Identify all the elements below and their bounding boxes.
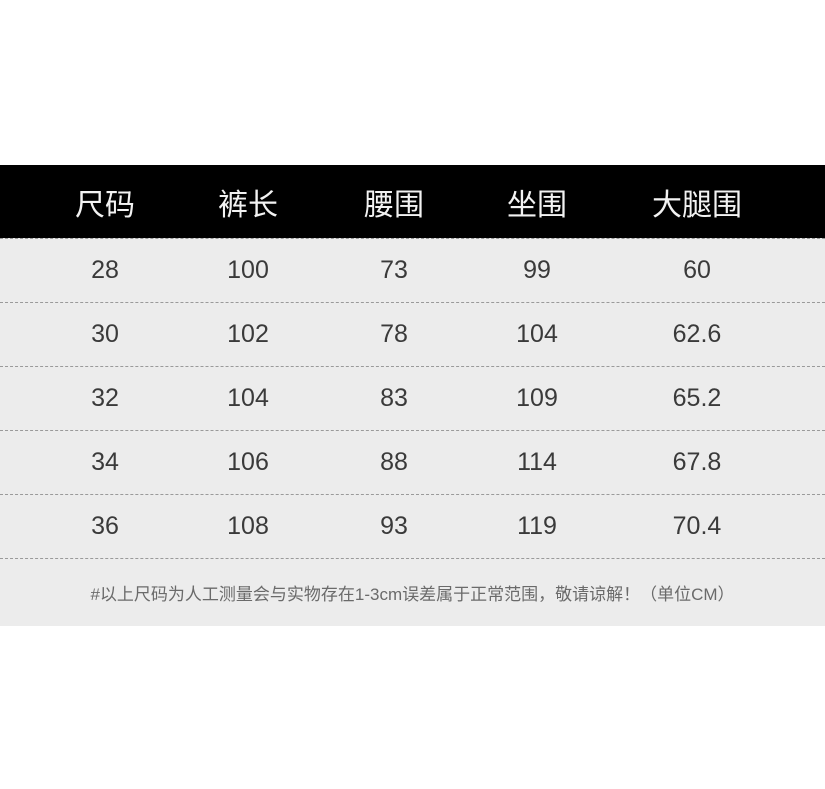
table-header: 尺码 裤长 腰围 坐围 大腿围: [0, 165, 825, 238]
cell-size: 36: [91, 512, 119, 540]
cell-thigh: 62.6: [672, 320, 722, 348]
table-row: 34 106 88 114 67.8: [0, 430, 825, 494]
header-thigh: 大腿围: [652, 188, 742, 222]
cell-waist: 83: [380, 384, 408, 412]
cell-pants-length: 106: [227, 448, 269, 476]
cell-hip: 119: [517, 512, 557, 540]
table-row: 30 102 78 104 62.6: [0, 302, 825, 366]
header-hip: 坐围: [507, 188, 567, 222]
cell-hip: 99: [523, 256, 551, 284]
cell-size: 34: [91, 448, 119, 476]
table-row: 36 108 93 119 70.4: [0, 494, 825, 558]
cell-pants-length: 104: [227, 384, 269, 412]
cell-waist: 93: [380, 512, 408, 540]
header-size: 尺码: [75, 188, 135, 222]
cell-thigh: 70.4: [672, 512, 722, 540]
cell-size: 28: [91, 256, 119, 284]
cell-thigh: 67.8: [672, 448, 722, 476]
cell-size: 32: [91, 384, 119, 412]
cell-waist: 78: [380, 320, 408, 348]
cell-hip: 109: [516, 384, 558, 412]
cell-hip: 104: [516, 320, 558, 348]
header-waist: 腰围: [364, 188, 424, 222]
measurement-note: #以上尺码为人工测量会与实物存在1-3cm误差属于正常范围，敬请谅解！（单位CM…: [0, 558, 825, 626]
table-row: 28 100 73 99 60: [0, 238, 825, 302]
cell-pants-length: 108: [227, 512, 269, 540]
cell-waist: 73: [380, 256, 408, 284]
cell-pants-length: 100: [227, 256, 269, 284]
cell-thigh: 60: [683, 256, 711, 284]
cell-size: 30: [91, 320, 119, 348]
cell-waist: 88: [380, 448, 408, 476]
size-chart-table: 尺码 裤长 腰围 坐围 大腿围 28 100 73 99 60 30 102 78 104 62.…: [0, 165, 825, 626]
cell-thigh: 65.2: [672, 384, 722, 412]
header-pants-length: 裤长: [218, 188, 278, 222]
cell-hip: 114: [517, 448, 557, 476]
cell-pants-length: 102: [227, 320, 269, 348]
table-row: 32 104 83 109 65.2: [0, 366, 825, 430]
